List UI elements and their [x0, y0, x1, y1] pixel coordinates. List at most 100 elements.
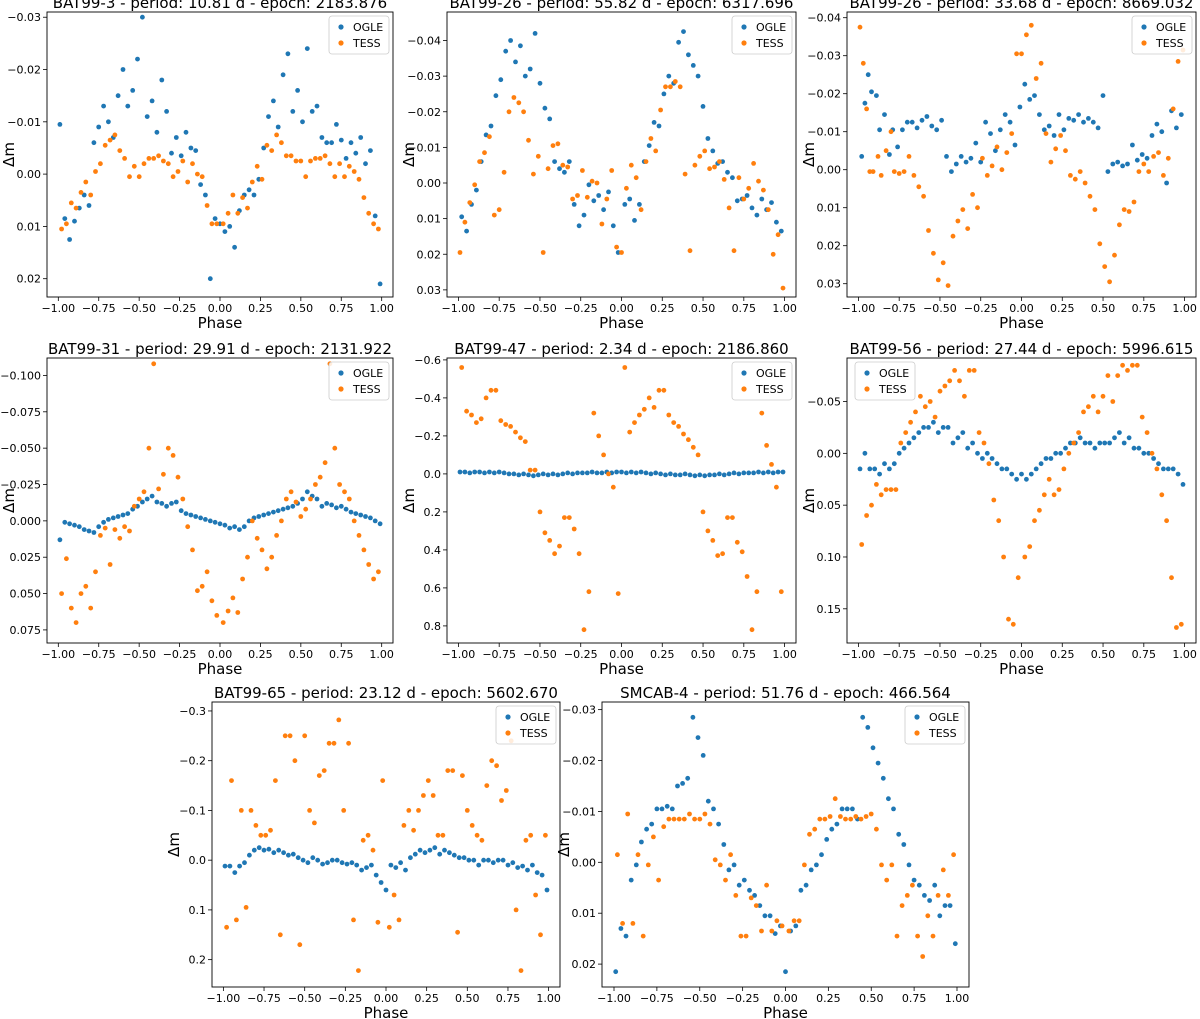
data-point-tess	[513, 907, 519, 913]
y-tick-label: −0.2	[179, 755, 206, 768]
data-point-tess	[366, 210, 372, 216]
x-tick-label: −1.00	[442, 302, 476, 315]
data-point-ogle	[412, 851, 418, 857]
data-point-ogle	[91, 530, 97, 535]
data-point-ogle	[212, 519, 218, 525]
chart-title: BAT99-3 - period: 10.81 d - epoch: 2183.…	[53, 0, 387, 12]
y-axis-label: Δm	[165, 832, 183, 857]
data-point-tess	[406, 808, 412, 813]
legend-marker-tess	[741, 40, 747, 46]
data-point-ogle	[461, 855, 467, 861]
data-point-tess	[440, 832, 446, 838]
data-point-ogle	[488, 123, 494, 129]
x-tick-label: 0.25	[650, 302, 675, 315]
data-point-ogle	[989, 456, 995, 461]
data-point-tess	[786, 928, 792, 934]
data-point-ogle	[358, 512, 364, 518]
data-point-tess	[538, 932, 543, 938]
data-point-ogle	[942, 903, 948, 908]
data-point-ogle	[783, 969, 788, 975]
data-point-tess	[1048, 159, 1054, 165]
data-point-ogle	[993, 148, 998, 154]
data-point-tess	[235, 610, 241, 615]
data-point-ogle	[980, 456, 985, 461]
data-point-tess	[759, 410, 765, 416]
data-point-ogle	[222, 522, 228, 528]
data-point-ogle	[919, 117, 925, 123]
data-point-tess	[214, 613, 220, 618]
data-point-ogle	[368, 148, 373, 154]
data-point-tess	[957, 378, 962, 384]
data-point-ogle	[1012, 142, 1018, 148]
data-point-tess	[955, 218, 961, 224]
y-axis-label: Δm	[800, 488, 818, 513]
data-point-ogle	[237, 527, 242, 532]
data-point-ogle	[378, 880, 384, 885]
data-point-ogle	[769, 200, 774, 206]
data-point-tess	[643, 159, 649, 165]
data-point-ogle	[348, 509, 354, 515]
data-point-ogle	[476, 862, 482, 868]
y-tick-label: 0.2	[189, 954, 207, 967]
data-point-tess	[717, 159, 722, 165]
data-point-ogle	[700, 104, 706, 109]
data-point-ogle	[506, 471, 512, 477]
data-point-ogle	[173, 499, 179, 505]
data-point-tess	[920, 954, 926, 959]
data-point-ogle	[490, 860, 496, 866]
data-point-ogle	[1082, 440, 1088, 446]
x-axis-label: Phase	[763, 1004, 808, 1019]
data-point-tess	[778, 589, 784, 595]
data-point-tess	[571, 526, 577, 532]
legend: OGLE TESS	[731, 15, 793, 55]
data-point-ogle	[584, 470, 590, 476]
plot-frame	[846, 357, 1197, 644]
data-point-tess	[1051, 492, 1057, 498]
data-point-tess	[351, 169, 357, 174]
y-tick-label: −0.01	[407, 141, 441, 154]
data-point-tess	[83, 583, 89, 589]
data-point-ogle	[280, 506, 286, 512]
data-point-tess	[869, 502, 874, 508]
data-point-ogle	[140, 14, 145, 20]
data-point-tess	[586, 589, 592, 595]
data-point-tess	[273, 778, 278, 783]
data-point-ogle	[580, 470, 585, 476]
legend-box	[328, 361, 390, 401]
data-point-ogle	[522, 73, 528, 79]
data-point-tess	[297, 942, 303, 948]
y-tick-label: 0.02	[817, 240, 842, 253]
data-point-tess	[925, 913, 931, 919]
data-point-ogle	[659, 806, 665, 812]
data-point-tess	[622, 365, 628, 370]
x-tick-label: 0.50	[1091, 302, 1116, 315]
data-point-tess	[346, 496, 352, 502]
series-tess	[224, 717, 548, 973]
data-point-ogle	[692, 473, 698, 479]
y-tick-label: 0.00	[17, 168, 42, 181]
data-point-ogle	[62, 519, 68, 525]
data-point-ogle	[1090, 119, 1096, 125]
data-point-ogle	[663, 472, 668, 478]
data-point-ogle	[730, 175, 735, 181]
data-point-ogle	[86, 528, 92, 534]
data-point-tess	[625, 811, 631, 817]
data-point-tess	[858, 816, 864, 822]
y-axis-label: Δm	[400, 142, 418, 167]
data-point-tess	[477, 159, 482, 165]
data-point-ogle	[725, 169, 730, 175]
data-point-tess	[73, 205, 79, 211]
data-point-tess	[960, 207, 966, 213]
data-point-tess	[346, 163, 352, 169]
data-point-tess	[989, 163, 995, 169]
data-point-tess	[540, 250, 546, 255]
data-point-tess	[606, 471, 611, 477]
data-point-tess	[64, 221, 69, 227]
data-point-tess	[710, 538, 716, 543]
y-tick-label: 0.10	[817, 551, 842, 564]
data-point-tess	[1134, 362, 1140, 368]
data-point-tess	[175, 169, 181, 174]
data-point-tess	[802, 862, 807, 868]
data-point-ogle	[1009, 471, 1015, 477]
